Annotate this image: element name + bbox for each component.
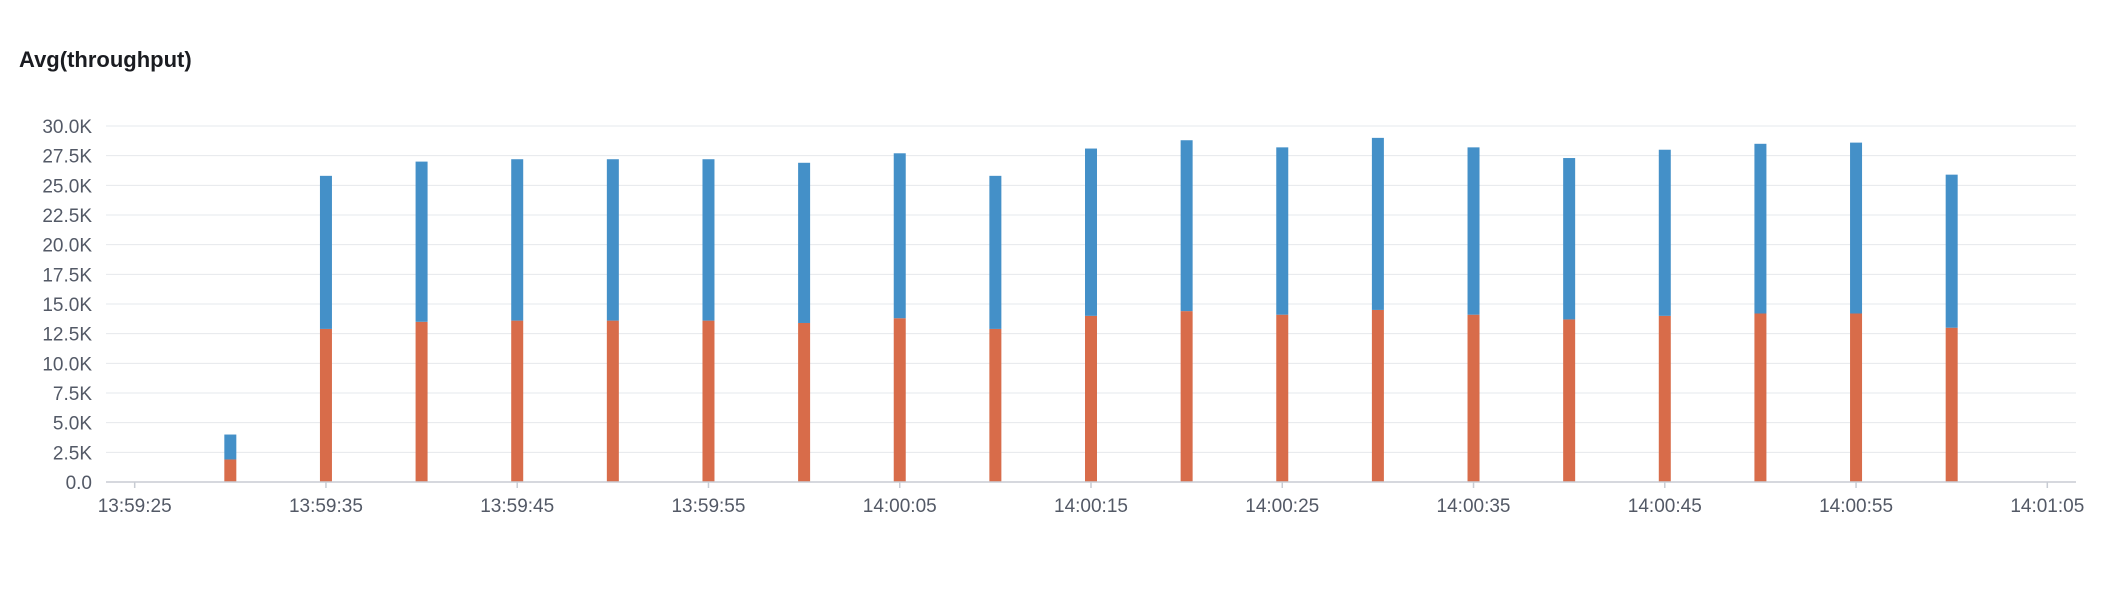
x-tick-label: 14:00:55 <box>1819 496 1893 517</box>
bar-segment-series-2[interactable] <box>1371 137 1384 310</box>
bar-segment-series-2[interactable] <box>606 159 619 321</box>
bar-segment-series-1[interactable] <box>1276 314 1289 482</box>
bar-segment-series-1[interactable] <box>319 328 332 482</box>
x-tick-label: 14:01:05 <box>2010 496 2084 517</box>
y-tick-label: 2.5K <box>53 443 92 464</box>
bar-segment-series-2[interactable] <box>1850 142 1863 314</box>
x-tick-label: 13:59:55 <box>671 496 745 517</box>
bar-segment-series-1[interactable] <box>1563 319 1576 482</box>
bar-segment-series-1[interactable] <box>1467 314 1480 482</box>
bar-segment-series-1[interactable] <box>1754 313 1767 482</box>
panel-title: Avg(throughput) <box>19 47 192 72</box>
bar-segment-series-1[interactable] <box>415 321 428 482</box>
bar-segment-series-2[interactable] <box>224 434 237 460</box>
y-tick-label: 22.5K <box>42 206 92 227</box>
y-tick-label: 7.5K <box>53 384 92 405</box>
bar-segment-series-2[interactable] <box>1563 158 1576 320</box>
y-tick-label: 10.0K <box>42 354 92 375</box>
y-axis-ticks: 0.0 2.5K 5.0K 7.5K 10.0K 12.5K 15.0K 17.5K 20.0K… <box>42 117 92 494</box>
bar-segment-series-2[interactable] <box>319 175 332 329</box>
bar-segment-series-1[interactable] <box>989 328 1002 482</box>
bar-segment-series-1[interactable] <box>1180 311 1193 482</box>
bar-segment-series-1[interactable] <box>798 322 811 482</box>
bar-segment-series-1[interactable] <box>1085 315 1097 482</box>
bar-segment-series-1[interactable] <box>1371 309 1384 482</box>
bar-segment-series-2[interactable] <box>893 153 906 319</box>
bar-segment-series-2[interactable] <box>1180 140 1193 312</box>
bar-segment-series-1[interactable] <box>893 318 906 482</box>
y-tick-label: 25.0K <box>42 176 92 197</box>
x-tick-label: 14:00:45 <box>1628 496 1702 517</box>
bar-segment-series-2[interactable] <box>415 161 428 322</box>
x-tick-label: 14:00:05 <box>863 496 937 517</box>
bar-segment-series-1[interactable] <box>511 320 524 482</box>
bar-segment-series-1[interactable] <box>702 320 715 482</box>
bar-segment-series-1[interactable] <box>1850 313 1863 482</box>
bar-segment-series-1[interactable] <box>1945 327 1958 482</box>
x-tick-label: 14:00:25 <box>1245 496 1319 517</box>
bar-segment-series-2[interactable] <box>511 159 524 321</box>
x-tick-label: 13:59:45 <box>480 496 554 517</box>
y-tick-label: 0.0 <box>66 473 92 494</box>
bars <box>224 137 1958 482</box>
x-tick-label: 14:00:15 <box>1054 496 1128 517</box>
bar-segment-series-2[interactable] <box>1945 174 1958 328</box>
x-tick-label: 13:59:35 <box>289 496 363 517</box>
y-tick-label: 5.0K <box>53 414 92 435</box>
y-tick-label: 12.5K <box>42 325 92 346</box>
x-axis-ticks: 13:59:25 13:59:35 13:59:45 13:59:55 14:00:05… <box>98 482 2084 517</box>
y-tick-label: 20.0K <box>42 236 92 257</box>
bar-segment-series-2[interactable] <box>1754 143 1767 314</box>
bar-segment-series-2[interactable] <box>702 159 715 321</box>
bar-segment-series-2[interactable] <box>1276 147 1289 315</box>
x-tick-label: 13:59:25 <box>98 496 172 517</box>
bar-segment-series-2[interactable] <box>1085 148 1097 316</box>
bar-segment-series-1[interactable] <box>1658 315 1671 482</box>
y-tick-label: 30.0K <box>42 117 92 138</box>
y-tick-label: 27.5K <box>42 147 92 168</box>
y-tick-label: 17.5K <box>42 265 92 286</box>
bar-segment-series-1[interactable] <box>606 320 619 482</box>
x-tick-label: 14:00:35 <box>1437 496 1511 517</box>
y-tick-label: 15.0K <box>42 295 92 316</box>
bar-segment-series-2[interactable] <box>798 162 811 323</box>
bar-segment-series-2[interactable] <box>989 175 1002 329</box>
bar-segment-series-1[interactable] <box>224 459 237 482</box>
bar-segment-series-2[interactable] <box>1467 147 1480 315</box>
bar-segment-series-2[interactable] <box>1658 149 1671 316</box>
